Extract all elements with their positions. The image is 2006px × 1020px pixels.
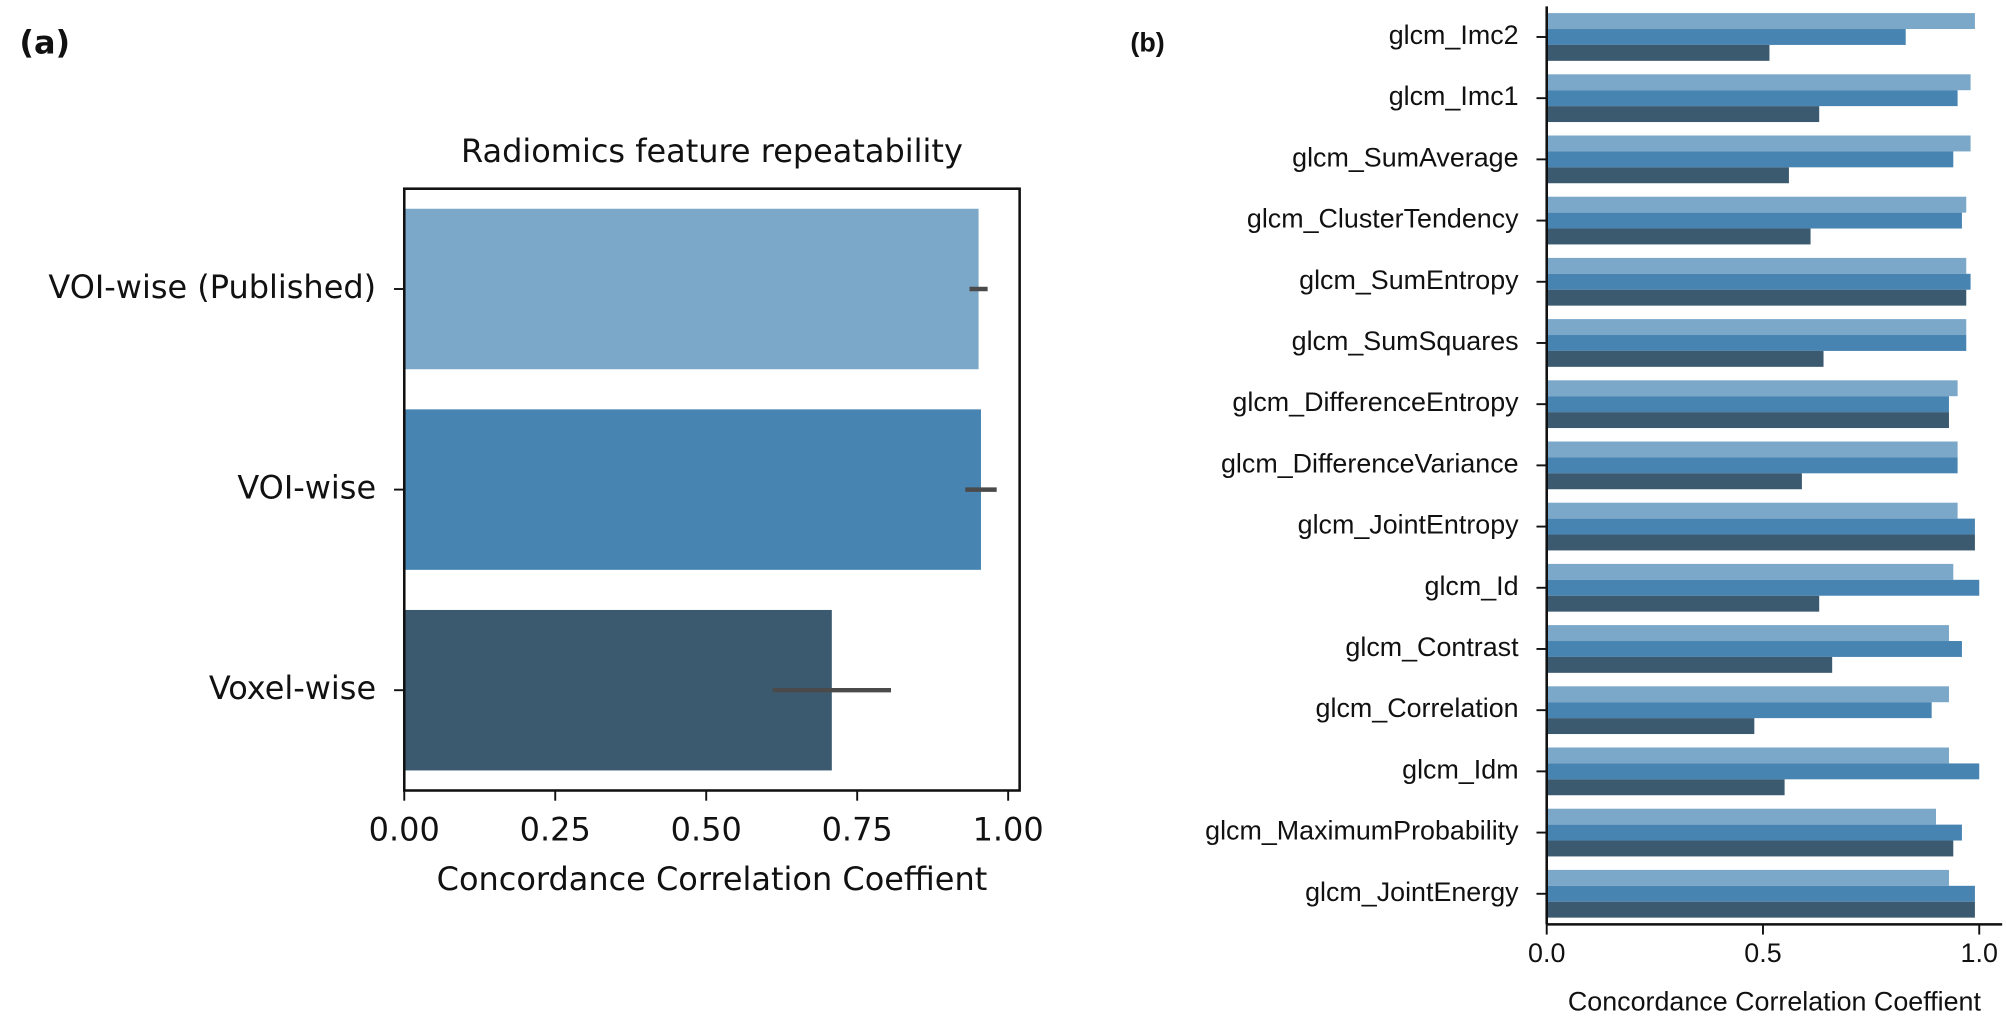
- y-tick-label: glcm_SumSquares: [1292, 326, 1519, 356]
- plot-frame: [402, 187, 1021, 792]
- x-tick-label: 0.0: [1528, 938, 1565, 968]
- bar: [1546, 901, 1975, 918]
- bar: [1546, 319, 1967, 336]
- bar: [1546, 579, 1980, 596]
- bar: [1546, 212, 1962, 229]
- bar: [1546, 380, 1958, 397]
- y-tick-label: glcm_JointEnergy: [1305, 877, 1519, 907]
- bar: [404, 609, 832, 771]
- bar: [1546, 747, 1949, 764]
- bar: [1546, 412, 1949, 429]
- x-tick-label: 0.00: [369, 810, 440, 848]
- y-tick-label: glcm_Imc1: [1389, 81, 1519, 111]
- bar: [1546, 779, 1785, 796]
- x-axis-label: Concordance Correlation Coeffient: [437, 860, 988, 898]
- y-tick-label: glcm_DifferenceEntropy: [1232, 387, 1519, 417]
- panel-label: (b): [1130, 28, 1164, 58]
- bar: [1546, 686, 1949, 703]
- bar: [1546, 441, 1958, 458]
- bar: [1546, 824, 1962, 841]
- bar: [1546, 289, 1967, 306]
- bar: [1546, 473, 1802, 490]
- bar: [1546, 625, 1949, 642]
- bar: [1546, 273, 1971, 290]
- chart-title: Radiomics feature repeatability: [461, 132, 963, 170]
- y-tick-label: glcm_Imc2: [1389, 20, 1519, 50]
- bar: [1546, 228, 1811, 245]
- bar: [1546, 502, 1958, 519]
- bar: [1546, 808, 1936, 825]
- bar: [1546, 641, 1962, 657]
- panel-a: (a) Radiomics feature repeatability VOI-wi…: [19, 24, 1043, 898]
- bar: [1546, 702, 1932, 719]
- x-tick-label: 0.5: [1744, 938, 1781, 968]
- bar: [1546, 13, 1975, 30]
- x-tick-label: 0.25: [520, 810, 591, 848]
- y-tick-label: glcm_MaximumProbability: [1205, 816, 1519, 846]
- y-tick-label: VOI-wise (Published): [48, 268, 376, 306]
- x-axis-label: Concordance Correlation Coeffient: [1568, 987, 1982, 1017]
- panel-b: (b) glcm_Imc2 glcm_Imc1 glcm_SumAverageglcm…: [1130, 6, 2003, 1017]
- x-tick-label: 0.75: [822, 810, 893, 848]
- bar: [1546, 167, 1789, 184]
- bar: [1546, 196, 1967, 213]
- y-tick-label: Voxel-wise: [209, 669, 376, 707]
- bar: [1546, 885, 1975, 902]
- bar: [1546, 518, 1975, 535]
- bar: [1546, 595, 1820, 612]
- bar: [1546, 335, 1967, 351]
- y-tick-label: glcm_SumAverage: [1292, 142, 1518, 172]
- x-tick-label: 1.0: [1961, 938, 1998, 968]
- y-tick-label: VOI-wise: [237, 469, 376, 507]
- bar: [1546, 350, 1824, 367]
- panel-label: (a): [19, 24, 70, 62]
- x-tick-label: 0.50: [671, 810, 742, 848]
- bar: [1546, 534, 1975, 551]
- bar: [1546, 151, 1954, 168]
- bar: [1546, 718, 1755, 735]
- bar: [1546, 106, 1820, 123]
- bar: [1546, 396, 1949, 413]
- y-tick-label: glcm_Id: [1425, 571, 1519, 601]
- bar: [1546, 840, 1954, 857]
- bar: [1546, 44, 1770, 61]
- bar: [1546, 869, 1949, 886]
- bar: [1546, 457, 1958, 474]
- bar: [404, 208, 979, 370]
- bar: [1546, 257, 1967, 274]
- y-tick-label: glcm_Contrast: [1345, 632, 1519, 662]
- y-tick-label: glcm_DifferenceVariance: [1221, 448, 1519, 478]
- bar: [1546, 763, 1980, 780]
- y-tick-label: glcm_Correlation: [1316, 693, 1519, 723]
- y-tick-label: glcm_SumEntropy: [1299, 265, 1519, 295]
- y-tick-label: glcm_Idm: [1402, 754, 1518, 784]
- bar: [1546, 74, 1971, 91]
- bar: [404, 409, 981, 570]
- bar: [1546, 563, 1954, 580]
- bar: [1546, 29, 1906, 45]
- y-tick-label: glcm_JointEntropy: [1298, 510, 1520, 540]
- bar: [1546, 135, 1971, 152]
- x-tick-label: 1.00: [973, 810, 1044, 848]
- bar: [1546, 90, 1958, 107]
- bar: [1546, 656, 1833, 673]
- y-tick-label: glcm_ClusterTendency: [1247, 204, 1519, 234]
